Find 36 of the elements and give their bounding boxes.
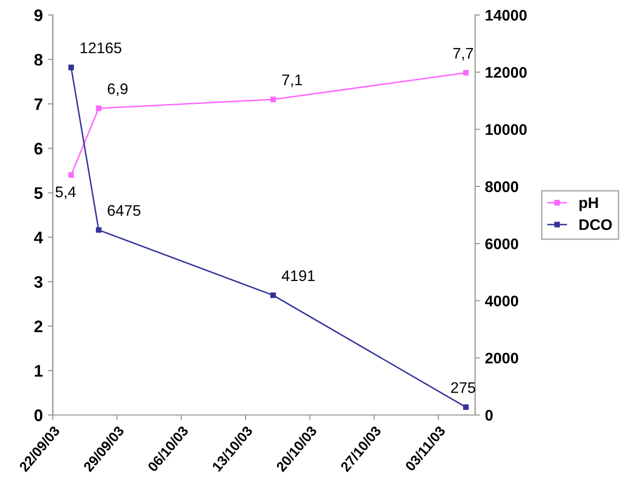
y-tick-label: 1 (34, 365, 43, 377)
y-tick-label: 2 (34, 320, 42, 332)
y-tick-label: 8 (34, 54, 43, 66)
y2-tick-label: 8000 (485, 181, 518, 192)
data-label: 5,4 (56, 186, 76, 200)
legend-label: pH (579, 198, 598, 212)
data-label: 6475 (108, 205, 140, 216)
point (96, 106, 102, 112)
data-label: 7,7 (453, 48, 473, 60)
point (96, 227, 102, 233)
y2-tick-label: 2000 (485, 352, 518, 364)
y-tick-label: 6 (34, 142, 42, 155)
y-tick-label: 3 (34, 276, 42, 288)
y2-tick-label: 12000 (486, 67, 527, 78)
y-tick-label: 4 (34, 232, 43, 244)
data-label: 275 (451, 382, 476, 394)
y-tick-label: 5 (34, 187, 43, 199)
y-tick-label: 9 (34, 9, 42, 22)
y2-tick-label: 4000 (485, 296, 518, 306)
point (463, 70, 469, 76)
y-tick-label: 0 (34, 409, 42, 422)
legend-label: DCO (580, 219, 612, 230)
point (68, 64, 74, 70)
y-tick-label: 7 (34, 98, 42, 110)
y2-tick-label: 0 (485, 410, 493, 421)
y2-tick-label: 14000 (486, 10, 527, 21)
y2-tick-label: 6000 (485, 238, 518, 250)
point (270, 96, 276, 102)
point (270, 292, 276, 298)
data-label: 4191 (282, 270, 315, 282)
data-label: 7,1 (282, 74, 302, 88)
point (68, 172, 74, 178)
y2-tick-label: 10000 (486, 124, 527, 135)
data-label: 12165 (80, 42, 122, 54)
data-label: 6,9 (108, 83, 128, 96)
point (463, 404, 469, 410)
